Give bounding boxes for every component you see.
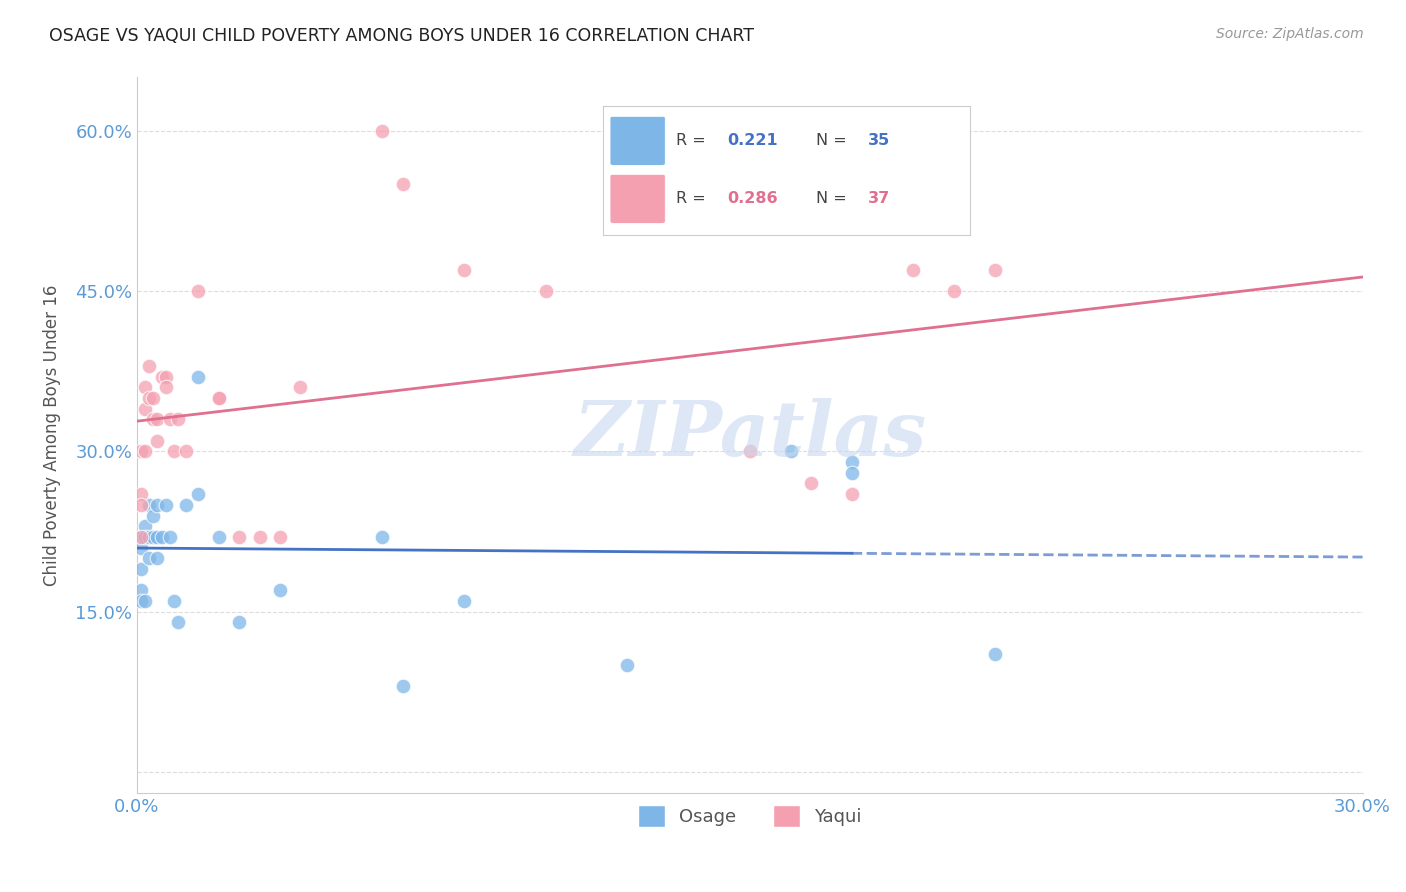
Point: [208, 391, 231, 405]
Point: [163, 444, 186, 458]
Text: Source: ZipAtlas.com: Source: ZipAtlas.com: [1216, 27, 1364, 41]
Point: [391, 680, 413, 694]
Point: [453, 594, 475, 608]
Point: [138, 391, 160, 405]
Point: [391, 178, 413, 192]
Point: [134, 444, 156, 458]
Point: [138, 498, 160, 512]
Point: [208, 391, 231, 405]
Point: [129, 444, 152, 458]
Point: [269, 530, 291, 544]
Point: [779, 444, 801, 458]
Point: [150, 530, 173, 544]
Point: [155, 498, 177, 512]
Point: [187, 284, 209, 298]
Point: [129, 487, 152, 501]
Point: [142, 391, 165, 405]
Point: [138, 359, 160, 373]
Point: [129, 562, 152, 576]
Point: [142, 412, 165, 426]
Point: [269, 583, 291, 598]
Point: [841, 487, 863, 501]
Point: [155, 380, 177, 394]
Point: [129, 530, 152, 544]
Point: [129, 498, 152, 512]
Point: [228, 615, 250, 630]
Text: ZIPatlas: ZIPatlas: [574, 399, 927, 473]
Point: [129, 594, 152, 608]
Point: [174, 444, 197, 458]
Point: [984, 262, 1007, 277]
Point: [841, 455, 863, 469]
Point: [142, 508, 165, 523]
Point: [166, 412, 188, 426]
Point: [150, 369, 173, 384]
Point: [142, 530, 165, 544]
Point: [943, 284, 966, 298]
Point: [146, 434, 169, 448]
Point: [453, 262, 475, 277]
Point: [134, 530, 156, 544]
Point: [208, 530, 231, 544]
Point: [371, 530, 394, 544]
Text: OSAGE VS YAQUI CHILD POVERTY AMONG BOYS UNDER 16 CORRELATION CHART: OSAGE VS YAQUI CHILD POVERTY AMONG BOYS …: [49, 27, 754, 45]
Point: [249, 530, 271, 544]
Point: [146, 412, 169, 426]
Point: [800, 476, 823, 491]
Point: [146, 530, 169, 544]
Point: [134, 380, 156, 394]
Point: [841, 466, 863, 480]
Point: [901, 262, 924, 277]
Point: [134, 401, 156, 416]
Point: [187, 369, 209, 384]
Point: [616, 658, 638, 673]
Point: [138, 530, 160, 544]
Point: [187, 487, 209, 501]
Point: [984, 648, 1007, 662]
Point: [129, 541, 152, 555]
Point: [129, 583, 152, 598]
Point: [146, 551, 169, 566]
Point: [155, 369, 177, 384]
Point: [146, 498, 169, 512]
Legend: Osage, Yaqui: Osage, Yaqui: [631, 798, 869, 834]
Point: [134, 519, 156, 533]
Y-axis label: Child Poverty Among Boys Under 16: Child Poverty Among Boys Under 16: [44, 285, 60, 586]
Point: [174, 498, 197, 512]
Point: [290, 380, 312, 394]
Point: [138, 551, 160, 566]
Point: [159, 530, 181, 544]
Point: [134, 594, 156, 608]
Point: [166, 615, 188, 630]
Point: [129, 530, 152, 544]
Point: [738, 444, 761, 458]
Point: [534, 284, 557, 298]
Point: [159, 412, 181, 426]
Point: [228, 530, 250, 544]
Point: [371, 124, 394, 138]
Point: [163, 594, 186, 608]
